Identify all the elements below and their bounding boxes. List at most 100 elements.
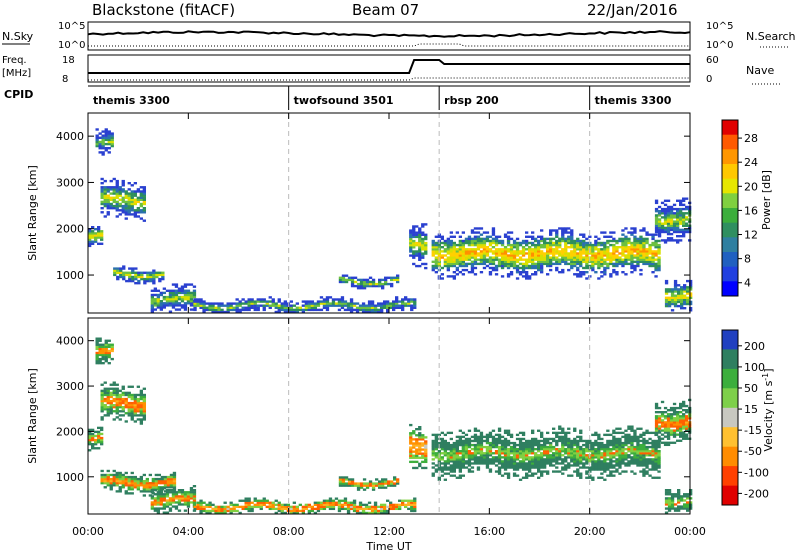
heatmap-cell bbox=[537, 429, 541, 432]
heatmap-cell bbox=[362, 278, 367, 282]
heatmap-cell bbox=[364, 507, 369, 511]
heatmap-cell bbox=[412, 256, 416, 259]
heatmap-cell bbox=[286, 503, 291, 507]
heatmap-cell bbox=[393, 278, 397, 282]
heatmap-cell bbox=[238, 308, 242, 312]
heatmap-cell bbox=[412, 227, 416, 230]
heatmap-cell bbox=[672, 214, 677, 217]
heatmap-cell bbox=[109, 404, 113, 407]
heatmap-cell bbox=[189, 489, 194, 492]
heatmap-cell bbox=[515, 454, 520, 457]
colorbar-swatch bbox=[722, 266, 738, 282]
heatmap-cell bbox=[488, 258, 493, 261]
heatmap-cell bbox=[153, 308, 158, 311]
y-tick-label: 4000 bbox=[56, 130, 84, 143]
heatmap-cell bbox=[461, 452, 466, 455]
heatmap-cell bbox=[165, 298, 170, 301]
heatmap-cell bbox=[177, 302, 182, 305]
heatmap-cell bbox=[666, 415, 671, 418]
heatmap-cell bbox=[546, 254, 550, 257]
heatmap-cell bbox=[118, 418, 122, 421]
heatmap-cell bbox=[618, 464, 622, 467]
heatmap-cell bbox=[115, 196, 119, 199]
heatmap-cell bbox=[564, 464, 568, 467]
heatmap-cell bbox=[437, 254, 442, 257]
heatmap-cell bbox=[386, 300, 390, 303]
heatmap-cell bbox=[476, 460, 481, 463]
heatmap-cell bbox=[479, 435, 484, 439]
heatmap-cell bbox=[395, 505, 399, 509]
heatmap-cell bbox=[410, 308, 414, 312]
heatmap-cell bbox=[494, 256, 499, 259]
heatmap-cell bbox=[676, 411, 680, 414]
heatmap-cell bbox=[98, 360, 102, 363]
heatmap-cell bbox=[648, 262, 652, 266]
heatmap-cell bbox=[685, 222, 689, 225]
heatmap-cell bbox=[418, 442, 422, 445]
heatmap-cell bbox=[636, 460, 640, 463]
heatmap-cell bbox=[136, 198, 141, 201]
heatmap-cell bbox=[633, 264, 637, 268]
heatmap-cell bbox=[546, 437, 550, 441]
heatmap-cell bbox=[377, 304, 381, 307]
heatmap-cell bbox=[657, 218, 662, 221]
heatmap-cell bbox=[552, 445, 556, 449]
heatmap-cell bbox=[396, 482, 400, 485]
heatmap-cell bbox=[521, 468, 526, 471]
colorbar-frame bbox=[721, 329, 739, 506]
heatmap-cell bbox=[386, 511, 390, 515]
heatmap-cell bbox=[328, 296, 333, 299]
heatmap-cell bbox=[103, 391, 107, 395]
heatmap-cell bbox=[500, 239, 505, 243]
heatmap-cell bbox=[152, 273, 156, 277]
heatmap-cell bbox=[633, 227, 637, 230]
heatmap-cell bbox=[667, 491, 672, 494]
heatmap-cell bbox=[666, 216, 671, 219]
heatmap-cell bbox=[660, 210, 665, 213]
heatmap-cell bbox=[139, 490, 144, 493]
heatmap-cell bbox=[618, 443, 622, 447]
heatmap-cell bbox=[133, 215, 138, 218]
heatmap-cell bbox=[98, 345, 102, 349]
heatmap-cell bbox=[679, 201, 683, 205]
heatmap-cell bbox=[509, 448, 514, 451]
heatmap-cell bbox=[555, 266, 559, 270]
heatmap-cell bbox=[183, 503, 188, 506]
heatmap-cell bbox=[470, 466, 475, 469]
heatmap-cell bbox=[657, 466, 661, 469]
heatmap-cell bbox=[389, 501, 393, 504]
heatmap-cell bbox=[172, 477, 177, 481]
heatmap-cell bbox=[409, 254, 413, 257]
heatmap-cell bbox=[648, 243, 652, 247]
heatmap-cell bbox=[673, 296, 678, 299]
heatmap-cell bbox=[346, 509, 351, 513]
heatmap-cell bbox=[518, 445, 523, 449]
heatmap-cell bbox=[470, 243, 475, 247]
heatmap-cell bbox=[271, 300, 275, 303]
heatmap-cell bbox=[673, 302, 678, 306]
heatmap-cell bbox=[133, 202, 138, 206]
heatmap-cell bbox=[424, 448, 428, 451]
heatmap-cell bbox=[676, 415, 680, 418]
heatmap-cell bbox=[183, 499, 188, 502]
heatmap-cell bbox=[657, 264, 661, 268]
heatmap-cell bbox=[603, 454, 607, 457]
heatmap-cell bbox=[540, 454, 544, 457]
heatmap-cell bbox=[413, 497, 417, 500]
heatmap-cell bbox=[100, 200, 104, 204]
colorbar-swatch bbox=[722, 237, 738, 253]
heatmap-cell bbox=[150, 501, 155, 504]
heatmap-cell bbox=[663, 423, 668, 426]
heatmap-cell bbox=[446, 466, 451, 469]
heatmap-cell bbox=[112, 399, 116, 403]
heatmap-cell bbox=[192, 497, 197, 500]
heatmap-cell bbox=[100, 416, 104, 419]
heatmap-cell bbox=[639, 254, 643, 257]
heatmap-cell bbox=[443, 239, 448, 243]
heatmap-cell bbox=[624, 237, 628, 241]
heatmap-cell bbox=[112, 207, 116, 210]
heatmap-cell bbox=[594, 443, 598, 447]
heatmap-cell bbox=[654, 220, 659, 223]
heatmap-cell bbox=[130, 492, 134, 495]
heatmap-cell bbox=[651, 476, 655, 479]
